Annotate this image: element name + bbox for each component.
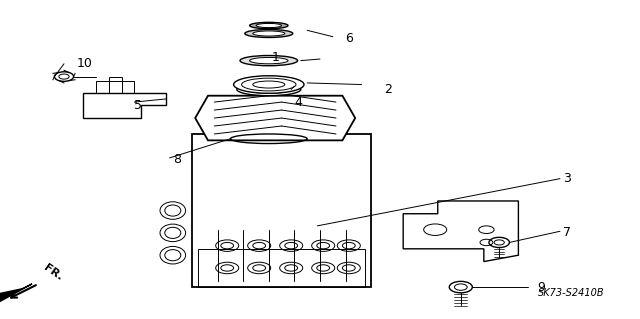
Ellipse shape	[240, 56, 298, 66]
Ellipse shape	[234, 76, 304, 93]
Text: 1: 1	[272, 51, 280, 64]
Ellipse shape	[250, 22, 288, 29]
Bar	[198, 249, 365, 287]
Polygon shape	[195, 96, 355, 140]
Bar	[109, 77, 122, 93]
Text: SK73-S2410B: SK73-S2410B	[538, 288, 604, 298]
Polygon shape	[0, 284, 32, 301]
Text: 7: 7	[563, 226, 572, 239]
Ellipse shape	[253, 31, 285, 36]
Text: 10: 10	[77, 57, 93, 70]
Text: 5: 5	[134, 99, 143, 112]
Ellipse shape	[250, 57, 288, 64]
Text: FR.: FR.	[42, 262, 64, 282]
Text: 3: 3	[563, 172, 571, 185]
Text: 4: 4	[294, 96, 302, 108]
Ellipse shape	[237, 83, 301, 96]
Ellipse shape	[256, 23, 282, 28]
Bar	[96, 81, 134, 93]
Ellipse shape	[244, 29, 293, 38]
Polygon shape	[83, 93, 166, 118]
Polygon shape	[403, 201, 518, 262]
Text: 9: 9	[538, 281, 545, 293]
Bar	[192, 134, 371, 287]
Text: 8: 8	[173, 153, 181, 166]
Text: 6: 6	[346, 32, 353, 45]
Text: 2: 2	[384, 83, 392, 96]
